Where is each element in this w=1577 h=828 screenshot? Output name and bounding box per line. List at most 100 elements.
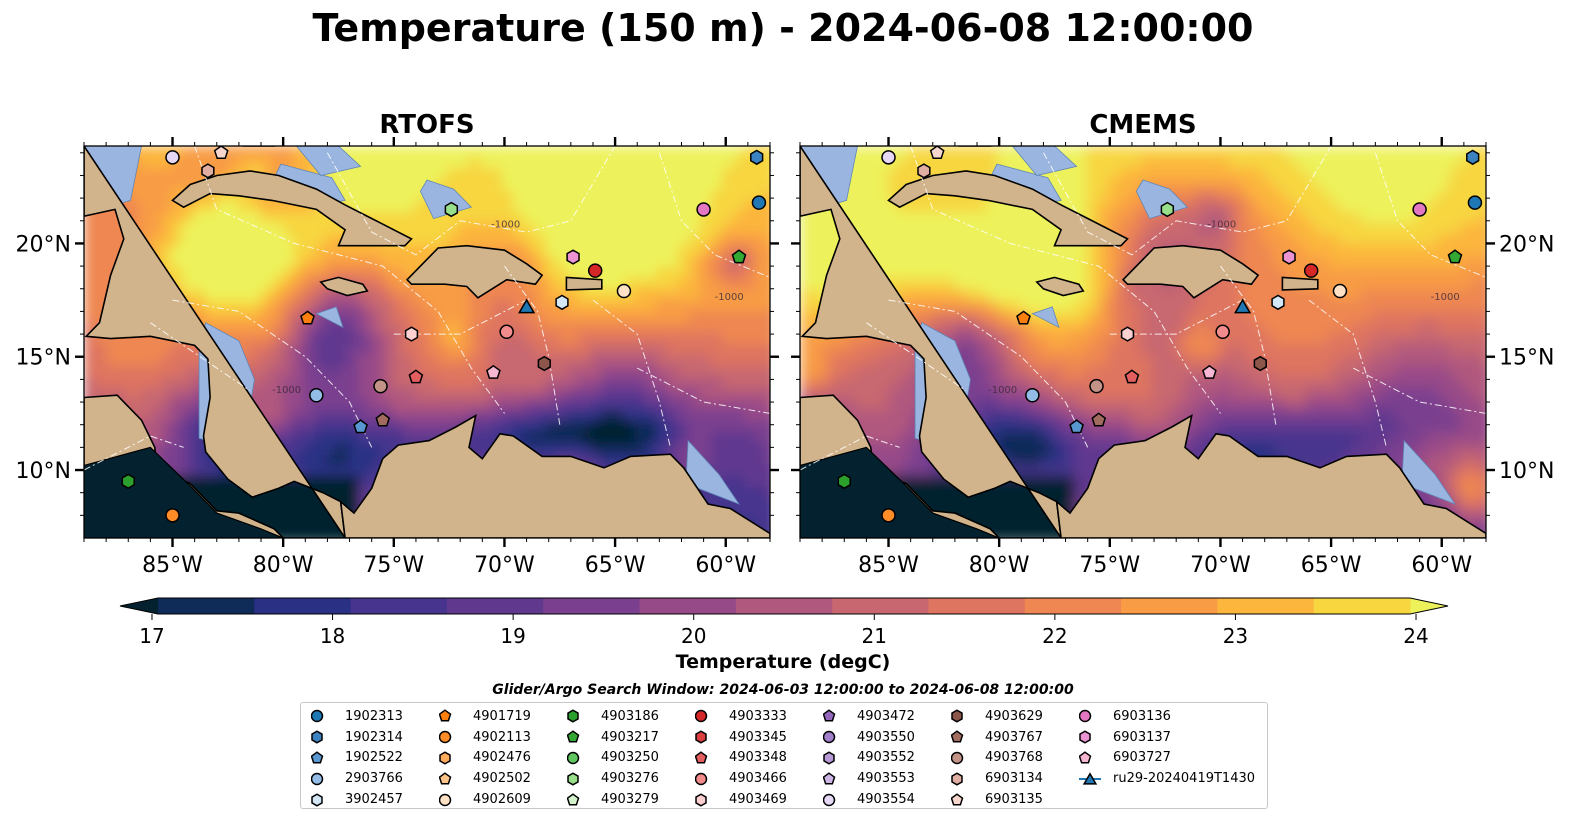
- map-panel-rtofs: -1000 -1000 -1000 85°W 80°W 75°W 70°W 65°W 60°W 1…: [16, 137, 779, 578]
- legend-label: 4903466: [729, 771, 787, 787]
- float-marker-4903348: [1124, 369, 1140, 384]
- legend-marker-hexagon-icon: [311, 792, 323, 807]
- legend-item: 4903276: [567, 768, 695, 789]
- legend-item: 4903629: [951, 706, 1079, 727]
- legend-label: 6903136: [1113, 708, 1171, 724]
- legend-marker-pentagon-icon: [567, 792, 580, 806]
- contour-label: -1000: [272, 385, 301, 396]
- legend-marker-hexagon-icon: [695, 792, 707, 807]
- lon-tick-label: 65°W: [585, 553, 646, 578]
- legend-marker-hexagon-icon: [951, 709, 963, 724]
- legend-marker-pentagon-icon: [951, 792, 964, 806]
- legend-marker-hexagon-icon: [311, 730, 323, 744]
- legend-label: 4902609: [473, 792, 531, 808]
- colorbar-extend-max: [1410, 598, 1448, 614]
- legend-item: 4903469: [695, 789, 823, 810]
- legend-label: 4903554: [857, 792, 915, 808]
- legend-marker-circle-icon: [311, 772, 324, 786]
- float-marker-4903276: [444, 201, 459, 218]
- legend-marker-circle-icon: [695, 710, 708, 723]
- legend-marker-pentagon-icon: [695, 751, 708, 764]
- map-frame: [799, 145, 1487, 539]
- colorbar-segment: [1024, 598, 1122, 614]
- legend-marker-circle-icon: [823, 730, 836, 744]
- legend-item: 1902313: [311, 706, 439, 727]
- legend-marker-hexagon-icon: [1079, 730, 1091, 744]
- legend-item: 4903333: [695, 706, 823, 727]
- legend-marker-circle-icon: [951, 751, 964, 765]
- legend-label: 6903135: [985, 792, 1043, 808]
- legend-item: 4901719: [439, 706, 567, 727]
- legend-label: 4903552: [857, 750, 915, 766]
- float-marker-6903134: [201, 163, 215, 179]
- float-marker-1902522: [353, 419, 368, 434]
- colorbar-segment: [254, 598, 352, 614]
- colorbar-label: Temperature (degC): [675, 651, 891, 673]
- legend-label: 6903137: [1113, 729, 1171, 745]
- legend-label: 4903629: [985, 708, 1043, 724]
- legend-marker-pentagon-icon: [823, 772, 836, 785]
- lat-tick-label: 10°N: [1499, 459, 1554, 484]
- float-marker-4903768: [1089, 378, 1104, 394]
- float-marker-4903767: [375, 412, 391, 427]
- float-marker-6903136: [696, 202, 711, 217]
- legend-item: 4903345: [695, 727, 823, 748]
- float-marker-4903767: [1091, 412, 1107, 427]
- lon-tick-label: 75°W: [363, 553, 424, 578]
- float-marker-2903766: [309, 387, 324, 403]
- legend-marker-hexagon-icon: [695, 730, 707, 744]
- legend-item: 6903727: [1079, 748, 1207, 769]
- legend-item: 4903348: [695, 748, 823, 769]
- legend-item: 1902522: [311, 748, 439, 769]
- colorbar-segment: [446, 598, 544, 614]
- legend-item: 1902314: [311, 727, 439, 748]
- legend-item: 4902502: [439, 768, 567, 789]
- legend-item: 4903768: [951, 748, 1079, 769]
- colorbar-tick-label: 24: [1403, 624, 1428, 648]
- legend-marker-pentagon-icon: [311, 751, 324, 764]
- contour-label: -1000: [491, 220, 520, 231]
- legend-label: 4903217: [601, 729, 659, 745]
- float-marker-4903629: [537, 355, 551, 372]
- legend-label: 4903767: [985, 729, 1043, 745]
- lat-tick-label: 20°N: [16, 232, 71, 257]
- float-marker-6903727: [486, 364, 501, 379]
- glider-marker: [517, 298, 536, 314]
- lon-tick-label: 60°W: [695, 553, 756, 578]
- colorbar-tick-label: 18: [320, 624, 345, 648]
- colorbar-tick-label: 17: [139, 624, 164, 648]
- legend-marker-circle-icon: [567, 751, 580, 765]
- legend-label: 2903766: [345, 771, 403, 787]
- legend-label: 4903279: [601, 792, 659, 808]
- lat-tick-label: 10°N: [16, 459, 71, 484]
- colorbar: 17 18 19 20 21 22 23 24: [119, 597, 1449, 648]
- legend-label: 4903276: [601, 771, 659, 787]
- figure-title: Temperature (150 m) - 2024-06-08 12:00:0…: [312, 6, 1254, 50]
- legend-label: 4903550: [857, 729, 915, 745]
- legend-item: 4902113: [439, 727, 567, 748]
- legend-marker-pentagon-icon: [439, 709, 452, 722]
- legend-label: 4903768: [985, 750, 1043, 766]
- legend-marker-circle-icon: [1079, 710, 1092, 723]
- legend-marker-hexagon-icon: [823, 751, 835, 765]
- float-marker-4903469: [404, 326, 419, 342]
- legend-marker-pentagon-icon: [439, 772, 452, 785]
- lon-tick-label: 85°W: [858, 553, 919, 578]
- legend-label: 1902313: [345, 708, 403, 724]
- legend-label: 4902113: [473, 729, 531, 745]
- float-marker-2903766: [1025, 387, 1040, 403]
- legend-marker-hexagon-icon: [439, 751, 451, 765]
- legend-label: 1902314: [345, 729, 403, 745]
- legend-label: 4903348: [729, 750, 787, 766]
- legend-marker-circle-icon: [823, 793, 836, 806]
- lon-tick-label: 70°W: [474, 553, 535, 578]
- float-marker-3902457: [555, 294, 569, 311]
- float-marker-4903186: [837, 473, 851, 490]
- float-marker-4903186: [121, 473, 135, 490]
- float-marker-3902457: [1271, 294, 1285, 311]
- float-marker-6903727: [1202, 364, 1217, 379]
- float-marker-1902314: [750, 149, 764, 166]
- lat-tick-label: 15°N: [16, 346, 71, 371]
- colorbar-segment: [639, 598, 737, 614]
- legend-item: 4902476: [439, 748, 567, 769]
